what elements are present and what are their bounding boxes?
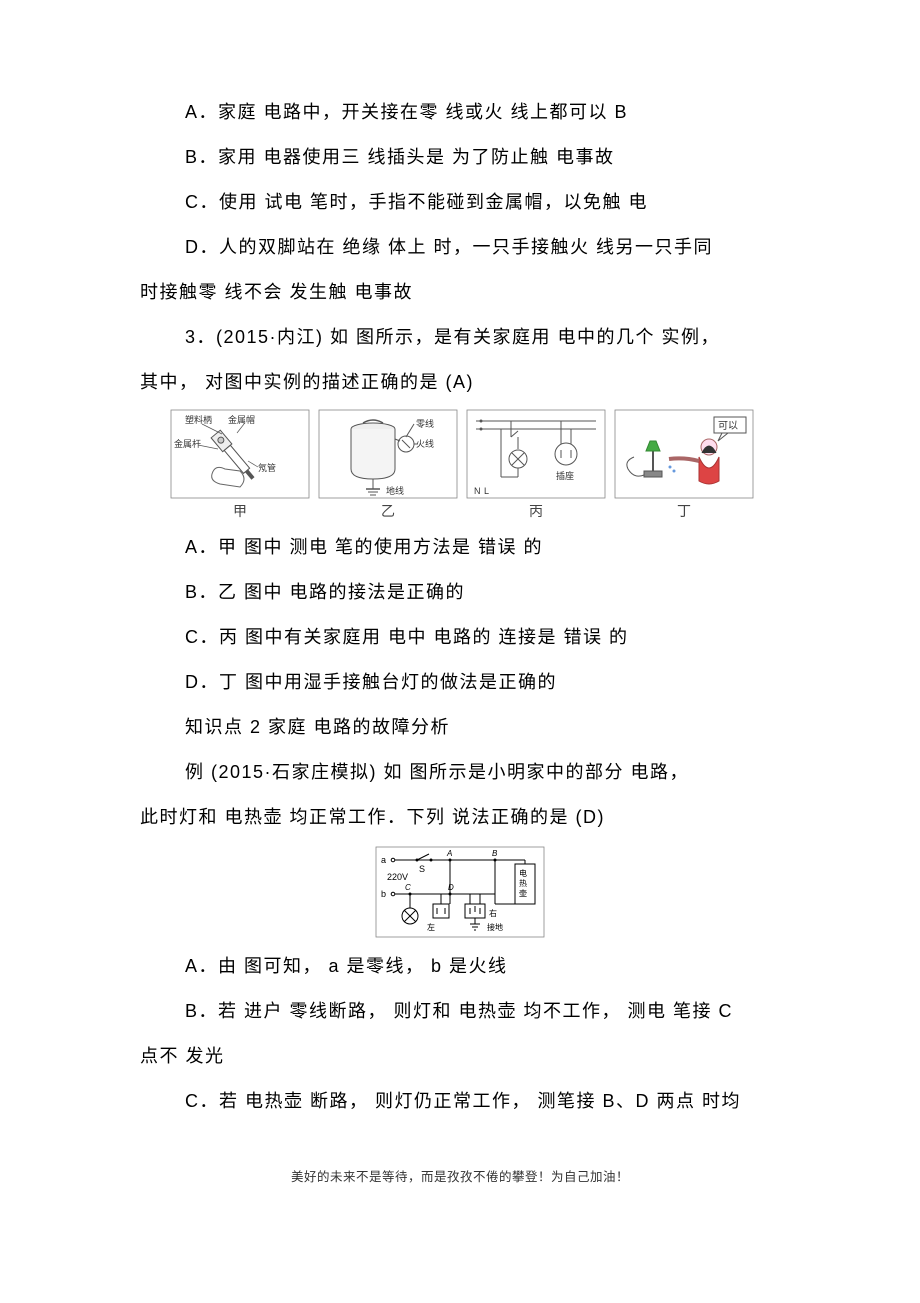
- kp2-example: 例 (2015·石家庄模拟) 如 图所示是小明家中的部分 电路，: [140, 750, 780, 795]
- label-N: N: [474, 486, 481, 496]
- kp2-title: 知识点 2 家庭 电路的故障分析: [140, 705, 780, 750]
- circuit-heater3: 壶: [519, 888, 527, 898]
- q3-text2: 其中， 对图中实例的描述正确的是 (A): [140, 360, 780, 405]
- fig-yi-cell: 零线 火线 地线 乙: [318, 409, 458, 521]
- fig-bing-cell: 插座 N L 丙: [466, 409, 606, 521]
- label-keyi: 可以: [718, 421, 738, 432]
- circuit-D: D: [448, 883, 454, 892]
- opt3-b: B．若 进户 零线断路， 则灯和 电热壶 均不工作， 测电 笔接 C: [140, 989, 780, 1034]
- fig-ding-cell: 可以 丁: [614, 409, 754, 521]
- opt2-c: C．丙 图中有关家庭用 电中 电路的 连接是 错误 的: [140, 615, 780, 660]
- label-suliaobing: 塑料柄: [185, 414, 212, 425]
- label-chazuo: 插座: [556, 470, 574, 481]
- opt1-d-cont: 时接触零 线不会 发生触 电事故: [140, 270, 780, 315]
- opt3-b-cont: 点不 发光: [140, 1034, 780, 1079]
- circuit-left: 左: [427, 922, 435, 932]
- caption-bing: 丙: [529, 501, 543, 521]
- circuit-b: b: [381, 889, 386, 899]
- opt3-c: C．若 电热壶 断路， 则灯仍正常工作， 测笔接 B、D 两点 时均: [140, 1079, 780, 1124]
- opt2-b: B．乙 图中 电路的接法是正确的: [140, 570, 780, 615]
- q3-text1: 3．(2015·内江) 如 图所示，是有关家庭用 电中的几个 实例，: [140, 315, 780, 360]
- label-huoxian: 火线: [416, 438, 434, 449]
- circuit-S: S: [419, 864, 425, 874]
- circuit-heater1: 电: [519, 868, 527, 878]
- circuit-220v: 220V: [387, 872, 408, 882]
- caption-ding: 丁: [677, 501, 691, 521]
- kp2-example-cont: 此时灯和 电热壶 均正常工作．下列 说法正确的是 (D): [140, 795, 780, 840]
- circuit-heater2: 热: [519, 878, 527, 888]
- opt1-d: D．人的双脚站在 绝缘 体上 时，一只手接触火 线另一只手同: [140, 225, 780, 270]
- fig-bing: 插座 N L: [466, 409, 606, 499]
- fig-jia-cell: 塑料柄 金属帽 金属杆 氖管 甲: [170, 409, 310, 521]
- label-jinshumao: 金属帽: [228, 414, 255, 425]
- opt2-a: A．甲 图中 测电 笔的使用方法是 错误 的: [140, 525, 780, 570]
- circuit-a: a: [381, 855, 386, 865]
- circuit-A: A: [446, 849, 452, 858]
- label-dixian: 地线: [386, 485, 404, 496]
- label-jinshugan: 金属杆: [174, 438, 201, 449]
- opt1-a: A．家庭 电路中，开关接在零 线或火 线上都可以 B: [140, 90, 780, 135]
- fig-yi: 零线 火线 地线: [318, 409, 458, 499]
- caption-jia: 甲: [233, 501, 247, 521]
- footer-quote: 美好的未来不是等待，而是孜孜不倦的攀登！为自己加油！: [140, 1166, 780, 1185]
- label-L: L: [484, 486, 489, 496]
- circuit-C: C: [405, 883, 411, 892]
- opt2-d: D．丁 图中用湿手接触台灯的做法是正确的: [140, 660, 780, 705]
- fig-jia: 塑料柄 金属帽 金属杆 氖管: [170, 409, 310, 499]
- circuit-B: B: [492, 849, 498, 858]
- circuit-right: 右: [489, 908, 497, 918]
- fig-ding: 可以: [614, 409, 754, 499]
- circuit-ground: 接地: [487, 922, 503, 932]
- circuit-figure: a b 220V S A B 电 热 壶: [140, 846, 780, 938]
- label-lingxian: 零线: [416, 418, 434, 429]
- label-neiguan: 氖管: [258, 462, 276, 473]
- opt3-a: A．由 图可知， a 是零线， b 是火线: [140, 944, 780, 989]
- caption-yi: 乙: [381, 501, 395, 521]
- opt1-b: B．家用 电器使用三 线插头是 为了防止触 电事故: [140, 135, 780, 180]
- opt1-c: C．使用 试电 笔时，手指不能碰到金属帽，以免触 电: [140, 180, 780, 225]
- q3-figures-row: 塑料柄 金属帽 金属杆 氖管 甲 零线 火线 地线: [140, 409, 780, 521]
